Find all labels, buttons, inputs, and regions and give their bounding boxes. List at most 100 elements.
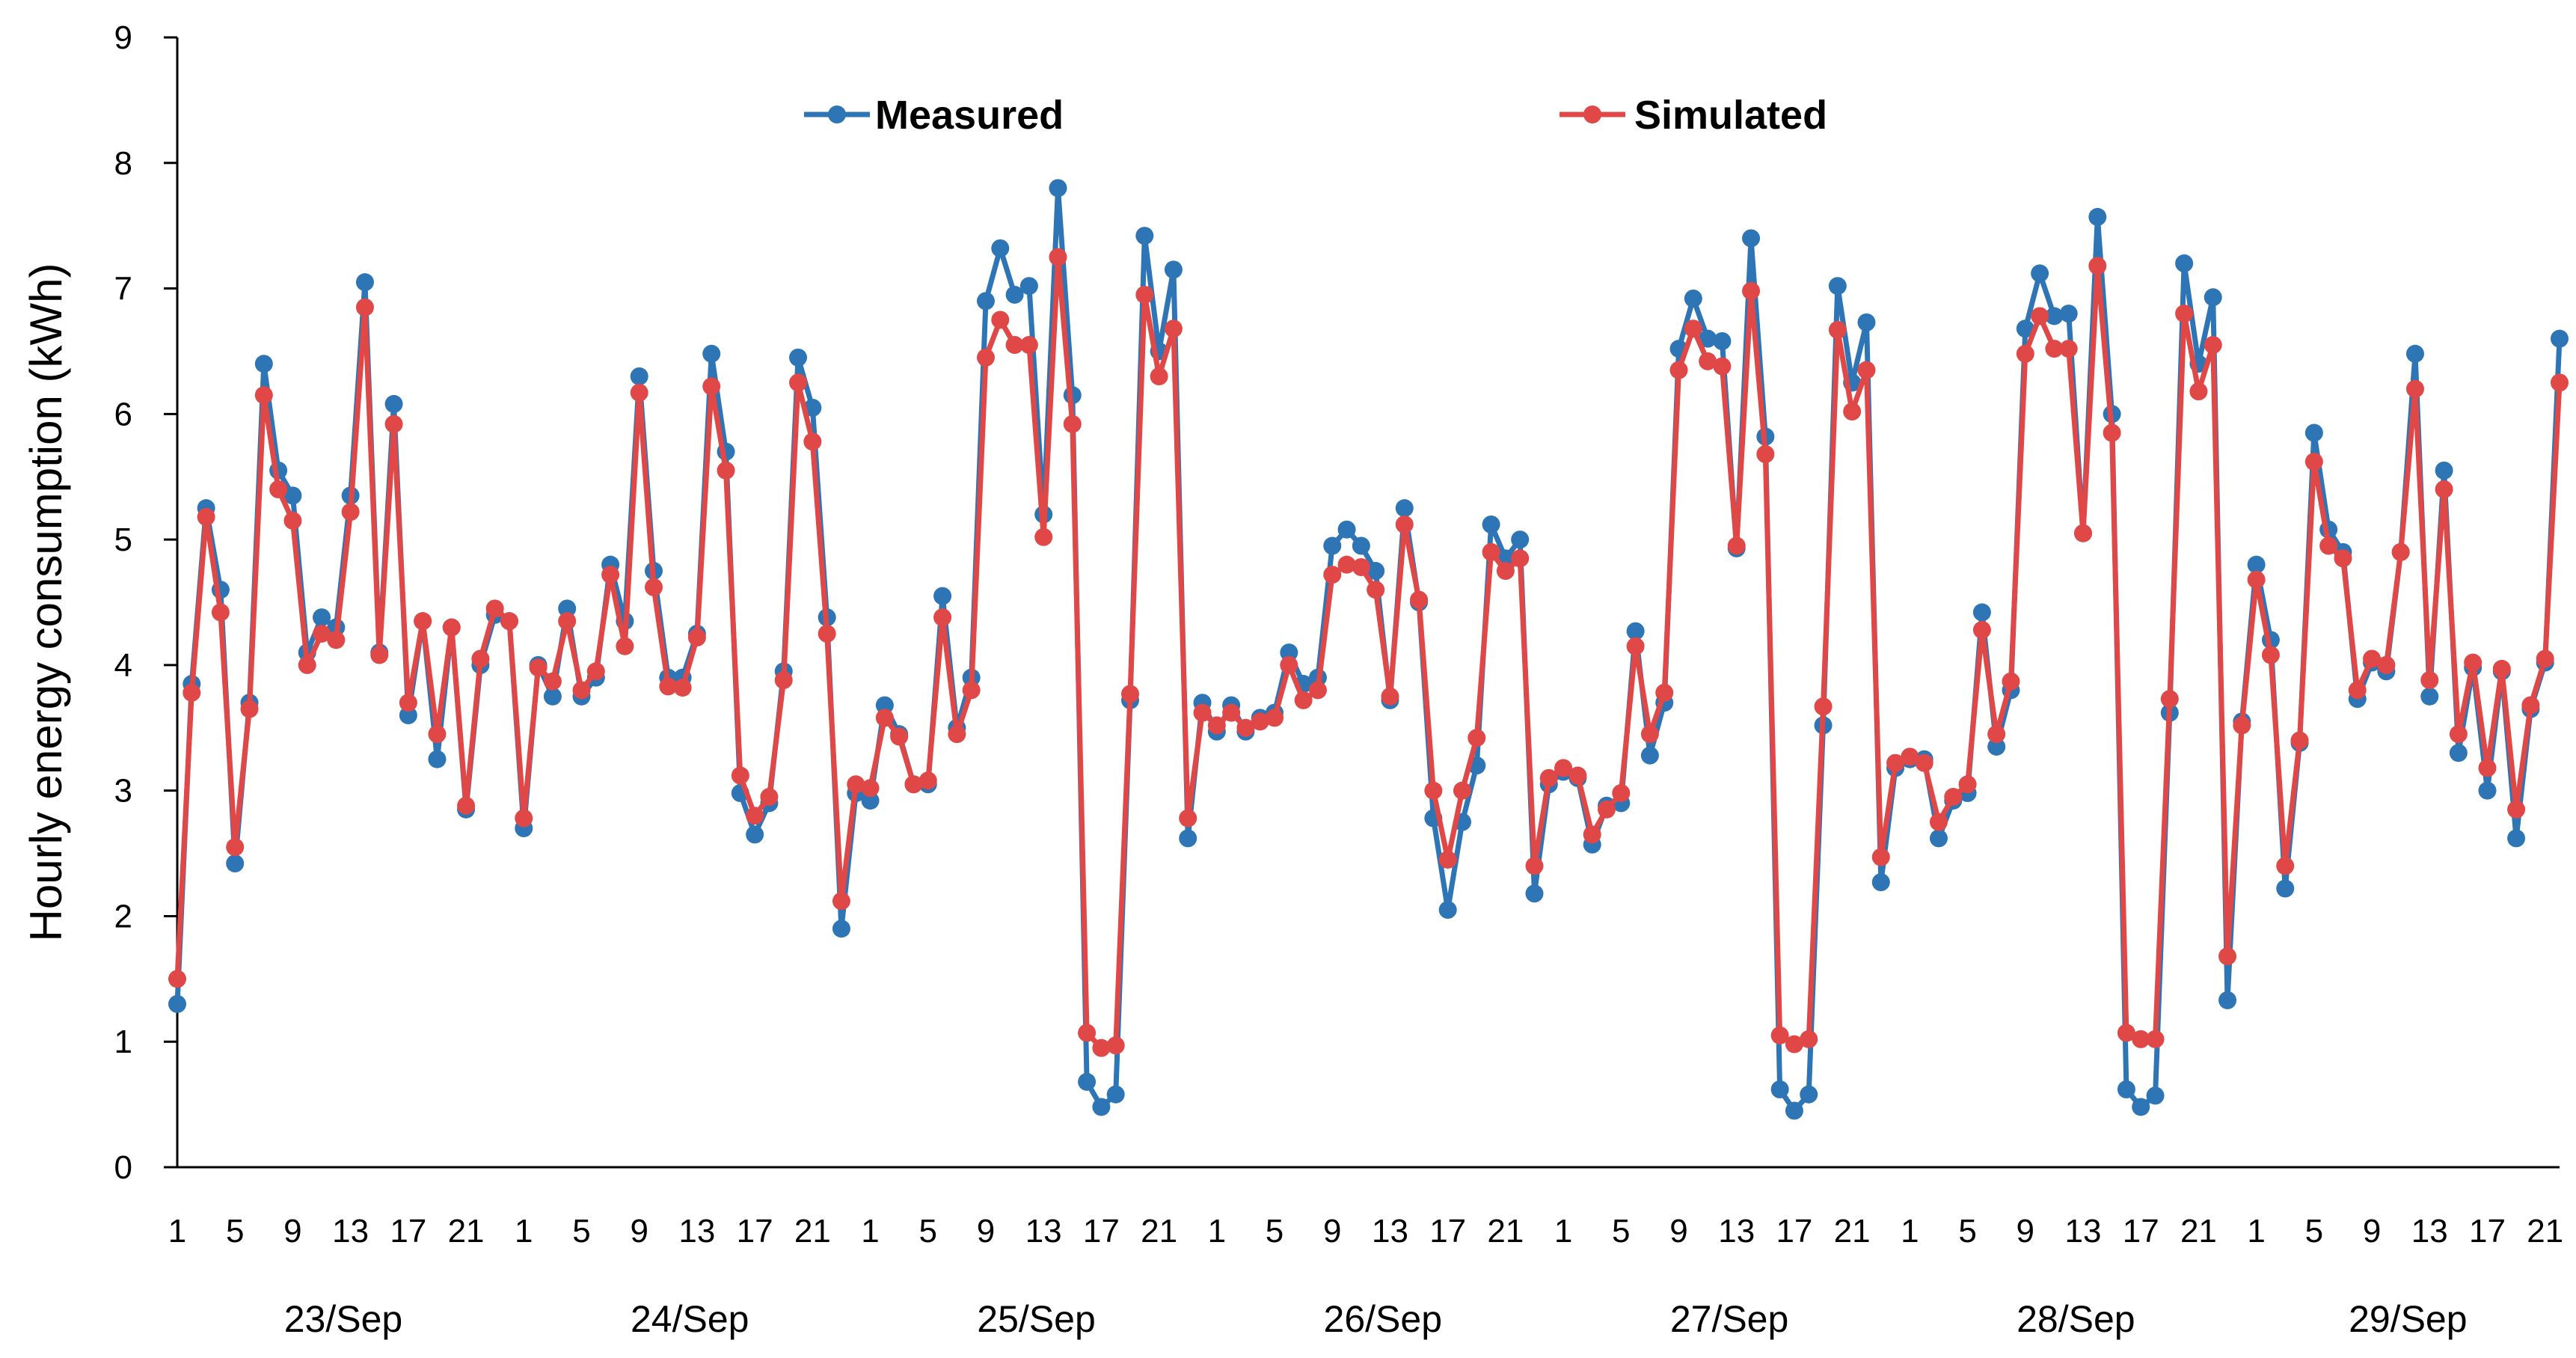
simulated-data-point — [1207, 716, 1226, 735]
measured-data-point — [1049, 179, 1067, 198]
simulated-data-point — [183, 683, 201, 702]
x-tick-label: 1 — [168, 1213, 186, 1250]
simulated-data-point — [197, 507, 215, 526]
simulated-data-point — [370, 646, 389, 664]
measured-data-point — [1800, 1085, 1818, 1104]
simulated-data-point — [919, 771, 937, 790]
measured-data-point — [1019, 277, 1038, 296]
axes — [164, 36, 2560, 1169]
measured-data-point — [168, 994, 186, 1013]
measured-data-point — [1352, 536, 1370, 555]
simulated-data-point — [717, 461, 735, 480]
simulated-data-point — [1179, 809, 1197, 828]
simulated-data-point — [1367, 581, 1385, 599]
simulated-data-point — [976, 348, 995, 367]
x-tick-label: 5 — [1958, 1213, 1976, 1250]
simulated-data-point — [2247, 570, 2266, 589]
x-tick-label: 13 — [1025, 1213, 1062, 1250]
x-tick-label: 21 — [794, 1213, 831, 1250]
simulated-data-point — [1871, 848, 1890, 866]
simulated-data-point — [572, 681, 591, 700]
simulated-data-point — [1598, 800, 1616, 819]
simulated-data-point — [384, 415, 403, 433]
simulated-data-point — [861, 779, 880, 798]
x-tick-label: 1 — [1901, 1213, 1919, 1250]
simulated-data-point — [1568, 766, 1587, 785]
simulated-data-point — [789, 373, 808, 392]
simulated-data-point — [630, 383, 648, 402]
simulated-data-point — [1121, 685, 1139, 703]
measured-data-point — [2016, 319, 2034, 338]
measured-data-point — [2146, 1086, 2165, 1105]
simulated-data-point — [2045, 340, 2064, 358]
simulated-data-point — [2059, 340, 2078, 358]
simulated-data-point — [1236, 718, 1255, 737]
simulated-data-point — [818, 624, 836, 643]
simulated-data-point — [1814, 697, 1833, 716]
simulated-data-point — [2551, 373, 2569, 392]
x-tick-label: 5 — [1612, 1213, 1630, 1250]
simulated-data-point — [659, 677, 678, 696]
measured-data-point — [1857, 313, 1876, 331]
simulated-data-point — [1266, 709, 1284, 727]
simulated-data-point — [428, 725, 447, 744]
measured-data-point — [1987, 737, 2006, 756]
legend-label-measured: Measured — [875, 93, 1064, 138]
simulated-data-point — [1583, 825, 1601, 844]
simulated-data-point — [2492, 659, 2511, 678]
x-tick-label: 5 — [572, 1213, 590, 1250]
x-tick-label: 1 — [515, 1213, 533, 1250]
x-tick-label: 9 — [1323, 1213, 1341, 1250]
measured-data-point — [2132, 1098, 2150, 1116]
measured-data-point — [1323, 536, 1342, 555]
measured-data-point — [1742, 229, 1761, 248]
simulated-data-point — [1106, 1036, 1125, 1055]
measured-data-point — [2435, 461, 2453, 480]
simulated-data-point — [1019, 336, 1038, 355]
x-tick-label: 17 — [2123, 1213, 2159, 1250]
x-tick-label: 13 — [2411, 1213, 2448, 1250]
simulated-data-point — [457, 796, 476, 815]
simulated-data-point — [645, 578, 663, 596]
x-tick-label: 13 — [2065, 1213, 2102, 1250]
x-tick-label: 9 — [977, 1213, 995, 1250]
simulated-data-point — [283, 511, 302, 530]
x-tick-label: 17 — [1776, 1213, 1812, 1250]
measured-data-point — [2405, 344, 2424, 363]
measured-data-point — [355, 273, 374, 292]
simulated-data-point — [2175, 305, 2194, 323]
simulated-data-point — [2276, 857, 2295, 875]
simulated-data-point — [875, 709, 894, 727]
simulated-data-point — [240, 700, 259, 718]
simulated-data-point — [1294, 691, 1313, 709]
measured-data-point — [1929, 829, 1948, 848]
simulated-data-point — [2088, 257, 2107, 275]
simulated-data-point — [1901, 747, 1919, 766]
simulated-data-point — [1078, 1024, 1097, 1042]
simulated-data-point — [616, 637, 634, 655]
measured-data-point — [1395, 499, 1414, 518]
simulated-data-point — [558, 612, 577, 631]
y-tick-label: 9 — [114, 19, 132, 56]
x-tick-label: 9 — [2017, 1213, 2034, 1250]
day-label: 29/Sep — [2349, 1298, 2467, 1340]
simulated-data-point — [2233, 716, 2251, 735]
simulated-data-point — [1886, 753, 1905, 772]
simulated-data-point — [2160, 690, 2179, 709]
x-tick-label: 17 — [737, 1213, 773, 1250]
x-tick-label: 17 — [2469, 1213, 2506, 1250]
x-tick-label: 9 — [630, 1213, 648, 1250]
simulated-data-point — [1193, 703, 1212, 722]
measured-data-point — [2204, 288, 2222, 307]
simulated-data-point — [1092, 1039, 1111, 1057]
x-tick-label: 21 — [1834, 1213, 1871, 1250]
simulated-data-point — [399, 694, 417, 712]
simulated-data-point — [962, 681, 981, 700]
x-tick-label: 21 — [1141, 1213, 1177, 1250]
simulated-data-point — [933, 608, 952, 627]
day-label: 24/Sep — [631, 1298, 749, 1340]
measured-data-point — [1106, 1085, 1125, 1104]
measured-data-point — [991, 239, 1010, 257]
simulated-data-point — [2189, 382, 2208, 401]
